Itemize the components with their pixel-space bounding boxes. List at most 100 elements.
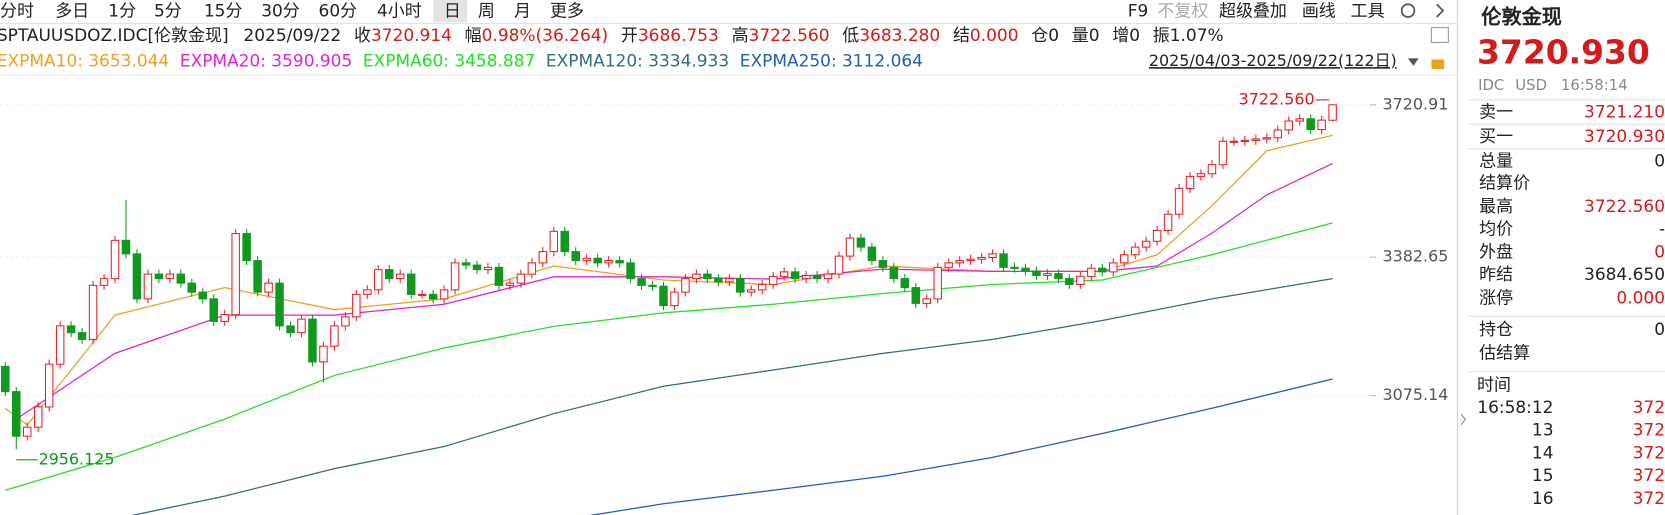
period-tab[interactable]: 15分 (204, 2, 243, 22)
candle-body (1317, 119, 1326, 131)
candle-body (856, 237, 866, 248)
row-value: 3722.560 (1584, 197, 1665, 217)
legend-sep: : (443, 52, 449, 72)
candle-body (352, 293, 361, 318)
row-label: 最高 (1479, 197, 1513, 217)
collapse-icon[interactable] (1460, 413, 1467, 426)
field-value: 1.07% (1170, 26, 1224, 46)
legend-sep: : (831, 52, 837, 72)
field-label: 幅 (465, 26, 482, 46)
field-value: 3722.560 (749, 26, 830, 46)
candle-body (253, 260, 262, 293)
row-value: 3721.210 (1584, 103, 1665, 123)
range-dropdown[interactable] (1408, 58, 1419, 66)
candle-body (1262, 137, 1272, 140)
candle-body (494, 266, 504, 286)
candle-body (681, 278, 690, 293)
candle-body (1163, 213, 1173, 231)
candle-body (77, 332, 87, 340)
lock-icon[interactable] (1431, 59, 1445, 70)
candle-body (88, 284, 98, 340)
candle-body (1174, 188, 1184, 215)
candle-body (176, 273, 186, 284)
period-tab[interactable]: 1分 (108, 2, 136, 22)
period-tab[interactable]: 日 (444, 2, 461, 22)
candle-body (779, 271, 789, 277)
candle-body (1207, 164, 1217, 175)
ema-line (5, 222, 1333, 491)
candle-body (1021, 267, 1030, 272)
candle-body (922, 298, 932, 304)
wp-icon[interactable] (1430, 27, 1449, 44)
candle-body (1032, 270, 1041, 276)
legend-name: EXPMA250 (740, 52, 831, 72)
row-label: 外盘 (1479, 243, 1513, 263)
row-label: 估结算 (1479, 344, 1530, 364)
field-value: 0 (1129, 26, 1140, 46)
candle-body (220, 314, 229, 322)
candle-body (845, 237, 855, 257)
candle-body (911, 287, 921, 304)
tool-button[interactable]: F9 (1128, 2, 1149, 22)
candle-body (955, 260, 964, 264)
period-tab[interactable]: 60分 (319, 2, 358, 22)
quote-row: SPTAUUSDOZ.IDC[伦敦金现] 2025/09/22 收3720.914 幅… (0, 26, 1224, 46)
candle-body (363, 289, 372, 295)
candle-body (154, 273, 164, 280)
candle-body (834, 255, 844, 275)
annotation: 2956.125 (39, 449, 115, 468)
candle-body (308, 318, 317, 363)
candle-body (1152, 229, 1162, 242)
tool-button[interactable]: 超级叠加 (1219, 2, 1287, 22)
tool-button[interactable]: 不复权 (1157, 2, 1208, 22)
field-value: 0.000 (970, 26, 1019, 46)
candle-body (889, 266, 899, 280)
candle-body (714, 278, 723, 283)
tool-button[interactable]: 画线 (1302, 2, 1336, 22)
candle-body (582, 257, 591, 262)
candle-body (999, 253, 1008, 268)
settings-icon[interactable] (1400, 3, 1416, 18)
field-value: 0 (1048, 26, 1059, 46)
period-tab[interactable]: 30分 (261, 2, 300, 22)
candle-body (297, 318, 306, 334)
trade-time: 15 (1532, 466, 1554, 486)
period-tab[interactable]: 周 (478, 2, 495, 22)
candle-body (1229, 140, 1239, 143)
field-label: 增 (1112, 26, 1129, 46)
ema-line (589, 378, 1333, 515)
panel-title: 伦敦金现 (1481, 5, 1562, 29)
candle-body (823, 273, 833, 280)
candle-body (165, 273, 175, 280)
expand-icon[interactable] (1436, 3, 1445, 18)
active-period (433, 0, 468, 23)
candle-body (900, 278, 910, 289)
y-tick-label: 3075.14 (1383, 385, 1449, 404)
period-tab[interactable]: 更多 (550, 2, 584, 22)
candle-body (143, 273, 153, 300)
period-tab[interactable]: 分时 (0, 2, 34, 22)
candle-body (538, 251, 548, 264)
candle-body (944, 262, 953, 268)
period-tab[interactable]: 5分 (154, 2, 182, 22)
candle-body (571, 251, 580, 262)
period-tab[interactable]: 4小时 (377, 2, 422, 22)
range-label[interactable]: 2025/04/03-2025/09/22(122日) (1149, 51, 1397, 70)
trade-time: 16:58:12 (1477, 398, 1553, 418)
candle-body (1, 365, 10, 393)
period-tab[interactable]: 多日 (55, 2, 89, 22)
candle-body (110, 239, 120, 280)
tool-button[interactable]: 工具 (1351, 2, 1385, 22)
candle-body (439, 289, 449, 300)
candle-body (1108, 262, 1118, 273)
row-label: 涨停 (1479, 288, 1513, 308)
candle-body (725, 278, 734, 283)
candle-body (1043, 273, 1052, 276)
period-tab[interactable]: 月 (514, 2, 531, 22)
candle-body (1065, 278, 1074, 286)
trade-price: 372 (1633, 421, 1665, 441)
legend-sep: : (260, 52, 266, 72)
candle-body (264, 282, 273, 293)
row-value: 0 (1654, 320, 1665, 340)
